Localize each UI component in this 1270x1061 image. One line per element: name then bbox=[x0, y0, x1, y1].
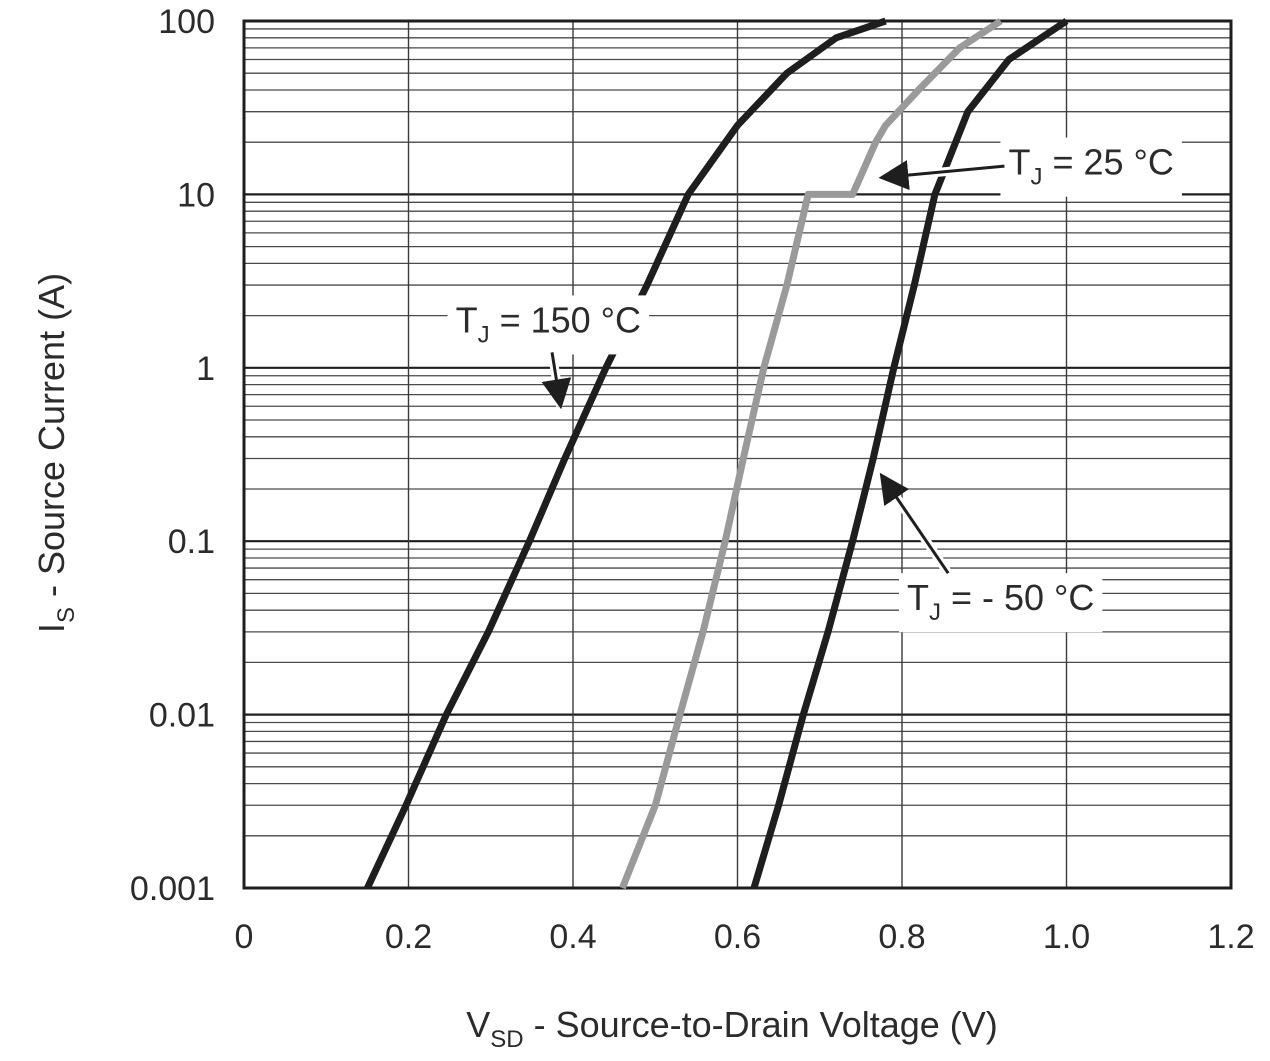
x-tick-labels: 0 0.2 0.4 0.6 0.8 1.0 1.2 bbox=[235, 918, 1255, 956]
annotation-2: TJ = - 50 °C bbox=[877, 472, 1103, 633]
y-tick-label: 0.01 bbox=[149, 697, 215, 735]
annotation-label-rest: = 150 °C bbox=[490, 299, 642, 340]
y-axis-title-rest: - Source Current (A) bbox=[31, 273, 72, 607]
x-tick-label: 0.6 bbox=[714, 918, 761, 956]
annotation-0: TJ = 150 °C bbox=[447, 295, 650, 410]
annotations: TJ = 150 °CTJ = 25 °CTJ = - 50 °C bbox=[447, 137, 1182, 633]
annotation-label-sub: J bbox=[478, 321, 490, 348]
annotation-1: TJ = 25 °C bbox=[878, 137, 1182, 197]
annotation-label-sub: J bbox=[1030, 164, 1042, 191]
annotation-label-sub: J bbox=[929, 599, 941, 626]
y-tick-label: 100 bbox=[158, 3, 215, 41]
y-tick-label: 10 bbox=[177, 176, 215, 214]
annotation-label-background bbox=[898, 573, 1103, 633]
annotation-arrow bbox=[879, 472, 950, 575]
annotation-label: TJ = 25 °C bbox=[1008, 142, 1173, 191]
annotation-label: TJ = - 50 °C bbox=[907, 577, 1094, 626]
annotation-label-rest: = 25 °C bbox=[1042, 142, 1173, 183]
series-line-0 bbox=[364, 17, 887, 890]
annotation-label-main: T bbox=[907, 577, 929, 618]
y-axis-title: IS - Source Current (A) bbox=[31, 273, 80, 633]
x-axis-title: VSD - Source-to-Drain Voltage (V) bbox=[466, 1004, 998, 1053]
x-axis-title-sub: SD bbox=[490, 1026, 523, 1053]
x-axis-title-main: V bbox=[466, 1004, 490, 1045]
x-tick-label: 0.2 bbox=[385, 918, 432, 956]
x-tick-label: 0.8 bbox=[878, 918, 925, 956]
annotation-arrow bbox=[541, 352, 572, 410]
x-tick-label: 0.4 bbox=[549, 918, 596, 956]
y-tick-labels: 0.001 0.01 0.1 1 10 100 bbox=[130, 3, 215, 908]
plot-frame bbox=[242, 19, 1233, 890]
x-axis-title-rest: - Source-to-Drain Voltage (V) bbox=[524, 1004, 998, 1045]
x-tick-label: 1.0 bbox=[1043, 918, 1090, 956]
series-line-2 bbox=[750, 18, 1069, 889]
y-tick-label: 0.1 bbox=[168, 523, 215, 561]
y-tick-label: 0.001 bbox=[130, 870, 215, 908]
series-line-1 bbox=[619, 18, 1003, 890]
y-tick-label: 1 bbox=[196, 350, 215, 388]
annotation-label-main: T bbox=[1008, 142, 1030, 183]
annotation-label: TJ = 150 °C bbox=[456, 299, 642, 348]
y-axis-title-main: I bbox=[31, 623, 72, 633]
annotation-arrow bbox=[878, 160, 1005, 191]
annotation-label-background bbox=[1000, 137, 1182, 197]
annotation-label-rest: = - 50 °C bbox=[941, 577, 1094, 618]
x-tick-label: 0 bbox=[235, 918, 254, 956]
y-axis-title-sub: S bbox=[53, 607, 80, 623]
annotation-label-background bbox=[447, 295, 650, 355]
series-layer bbox=[364, 17, 1069, 890]
annotation-label-main: T bbox=[456, 299, 478, 340]
x-tick-label: 1.2 bbox=[1207, 918, 1254, 956]
